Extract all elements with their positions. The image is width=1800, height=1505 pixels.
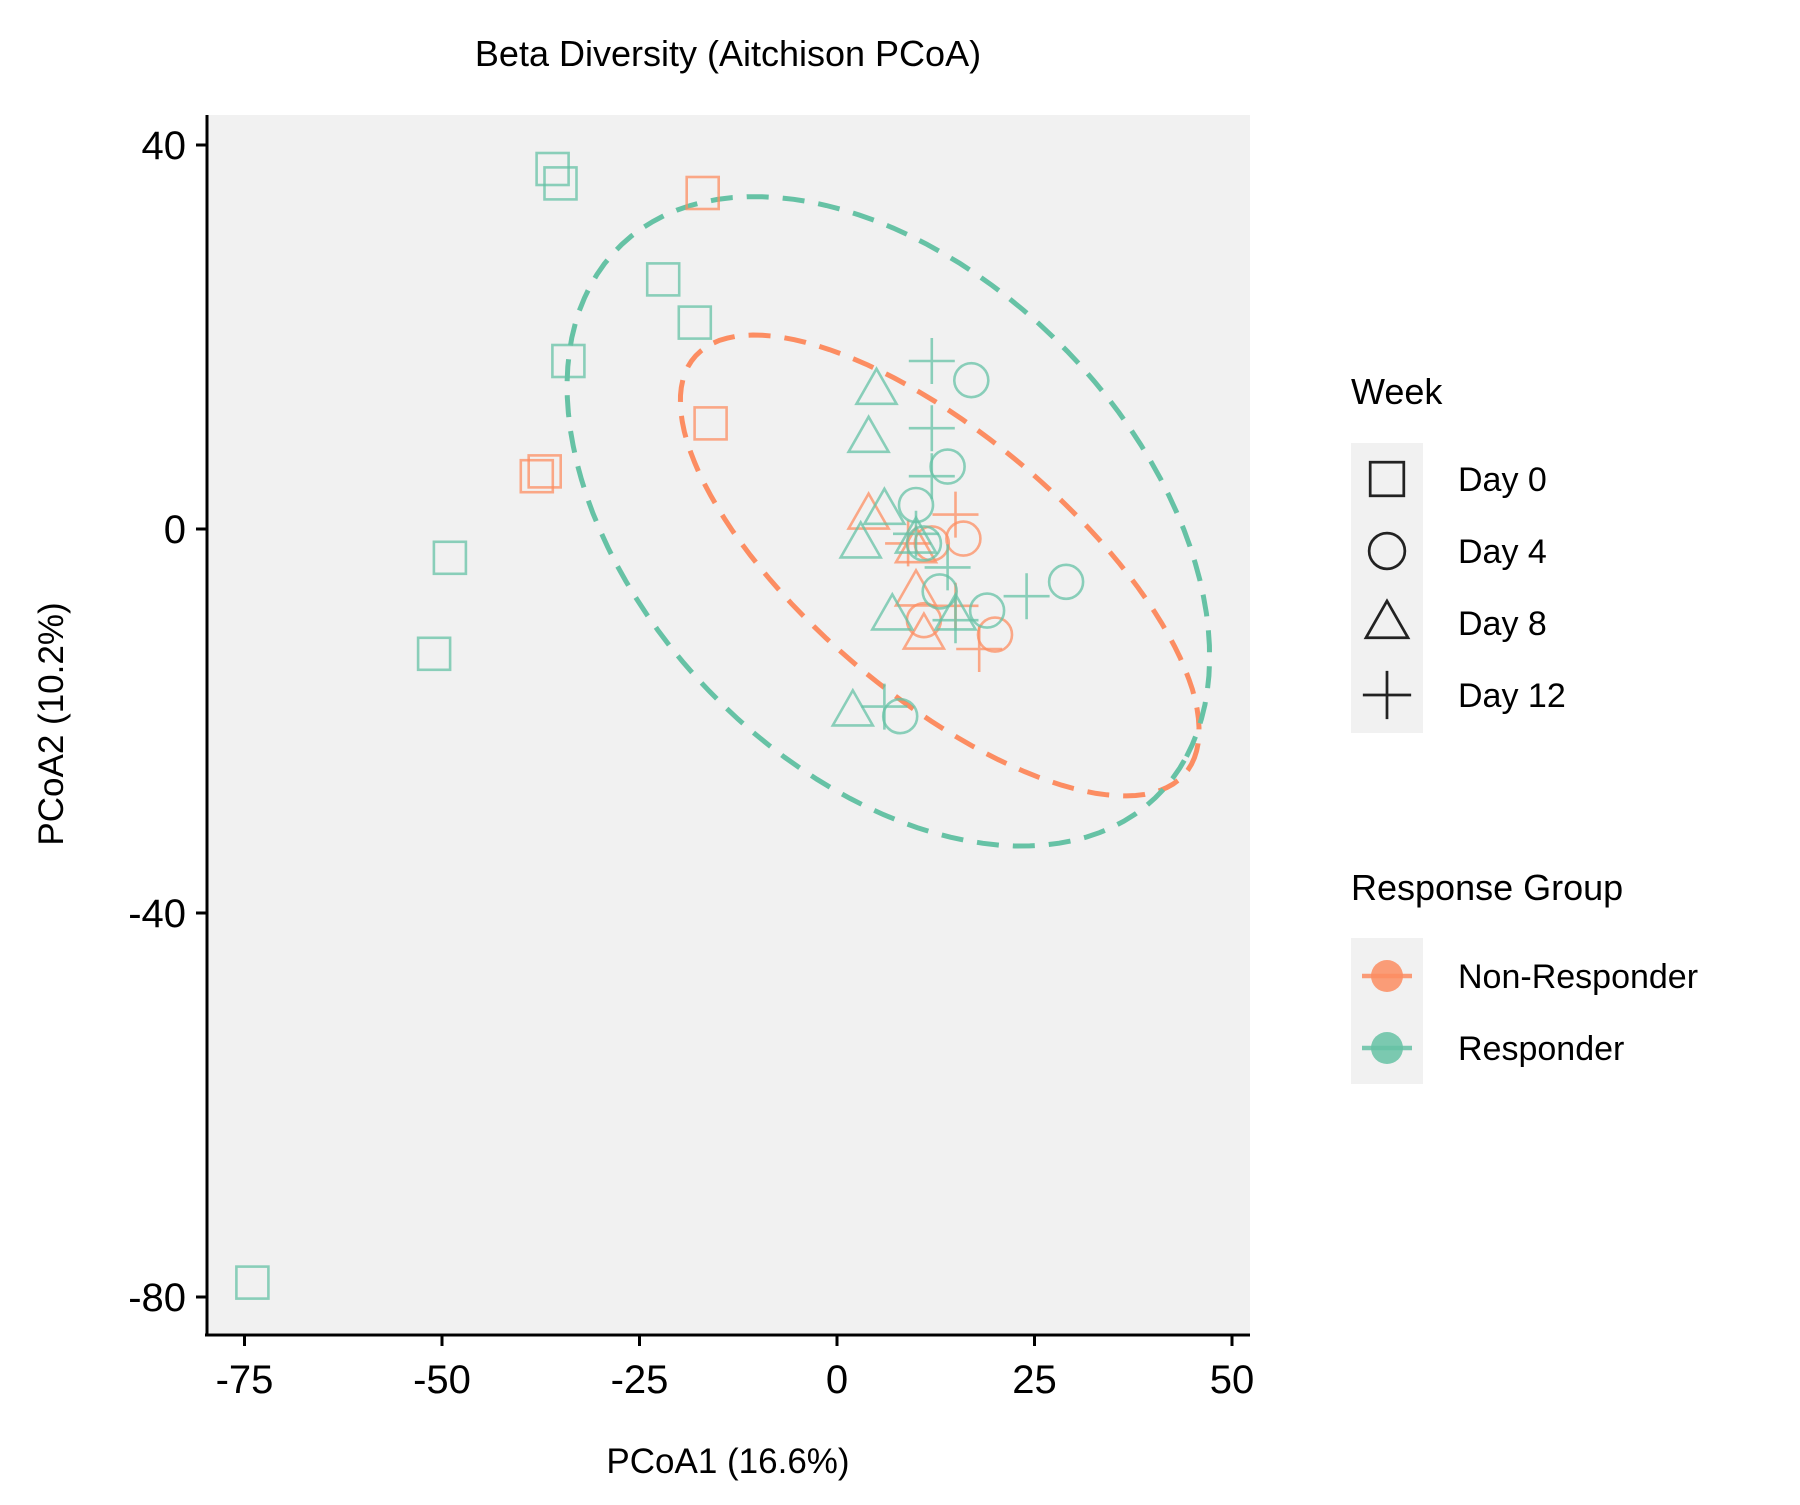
legend-response-label: Non-Responder	[1458, 958, 1698, 996]
data-point-responder	[870, 591, 915, 631]
ellipse-non-responder	[677, 332, 1202, 799]
x-tick-label: -50	[413, 1358, 471, 1402]
y-tick-label: 40	[142, 124, 187, 168]
data-point-responder	[908, 453, 955, 500]
data-point-responder	[908, 338, 955, 384]
data-point-non-responder	[956, 626, 1003, 672]
y-ticks: 40 0 -40 -80	[128, 124, 207, 1320]
data-point-responder	[893, 510, 939, 557]
data-point-responder	[921, 573, 959, 610]
data-point-responder	[543, 166, 578, 201]
data-point-non-responder	[519, 458, 555, 494]
legend-week: Week Day 0 Day 4 Day 8 Day 12	[1351, 371, 1566, 733]
legend-circle-icon	[1367, 531, 1407, 571]
legend-response-items: Non-Responder Responder	[1362, 958, 1698, 1068]
y-tick-label: -40	[128, 892, 186, 936]
y-tick-label: -80	[128, 1276, 186, 1320]
x-tick-label: -25	[611, 1358, 669, 1402]
data-point-responder	[854, 366, 899, 406]
x-ticks: -75 -50 -25 0 25 50	[216, 1335, 1255, 1402]
x-tick-label: 25	[1012, 1358, 1057, 1402]
legend-dot-icon	[1371, 960, 1403, 992]
x-tick-label: 50	[1210, 1358, 1255, 1402]
legend-week-title: Week	[1351, 371, 1443, 412]
data-point-responder	[952, 361, 990, 399]
ellipses-layer	[564, 194, 1213, 849]
data-point-responder	[535, 151, 570, 187]
data-point-responder	[924, 544, 971, 591]
points-layer	[235, 151, 1085, 1300]
legend-week-items: Day 0 Day 4 Day 8 Day 12	[1362, 460, 1566, 720]
y-axis-label: PCoA2 (10.2%)	[32, 602, 71, 845]
legend-week-label: Day 8	[1458, 605, 1547, 643]
data-point-responder	[235, 1265, 270, 1300]
data-point-responder	[908, 405, 955, 452]
data-point-non-responder	[527, 454, 563, 489]
data-point-responder	[416, 636, 452, 672]
data-point-responder	[432, 540, 468, 576]
x-axis-label: PCoA1 (16.6%)	[606, 1442, 849, 1481]
ellipse-responder	[564, 194, 1213, 849]
legend-response-title: Response Group	[1351, 867, 1623, 908]
chart-title: Beta Diversity (Aitchison PCoA)	[475, 33, 981, 74]
x-tick-label: 0	[826, 1358, 848, 1402]
legend-week-label: Day 12	[1458, 677, 1566, 715]
legend-dot-icon	[1371, 1032, 1403, 1064]
data-point-responder	[861, 683, 908, 730]
data-point-responder	[862, 486, 907, 526]
legend-week-label: Day 4	[1458, 533, 1547, 571]
data-point-responder	[830, 687, 876, 727]
legend-response: Response Group Non-Responder Responder	[1351, 867, 1698, 1084]
legend-plus-icon	[1362, 670, 1412, 720]
data-point-non-responder	[846, 490, 891, 530]
data-point-non-responder	[901, 610, 947, 650]
plot-panel	[207, 115, 1250, 1333]
data-point-responder	[551, 343, 586, 379]
data-point-responder	[1047, 563, 1085, 601]
x-tick-label: -75	[216, 1358, 274, 1402]
data-point-non-responder	[685, 175, 721, 211]
data-point-non-responder	[932, 491, 979, 538]
data-point-non-responder	[893, 567, 939, 607]
data-point-responder	[905, 525, 943, 562]
data-point-responder	[838, 519, 883, 559]
data-point-responder	[677, 305, 713, 340]
legend-week-label: Day 0	[1458, 461, 1547, 499]
data-point-responder	[968, 592, 1006, 629]
data-point-responder	[932, 597, 979, 644]
y-tick-label: 0	[164, 508, 186, 552]
data-point-responder	[846, 414, 891, 454]
data-point-non-responder	[945, 520, 982, 557]
data-point-non-responder	[693, 406, 728, 441]
legend-response-label: Responder	[1458, 1030, 1624, 1068]
data-point-responder	[645, 262, 681, 297]
data-point-responder	[1003, 573, 1050, 620]
legend-triangle-icon	[1363, 598, 1411, 640]
legend-square-icon	[1368, 460, 1406, 498]
